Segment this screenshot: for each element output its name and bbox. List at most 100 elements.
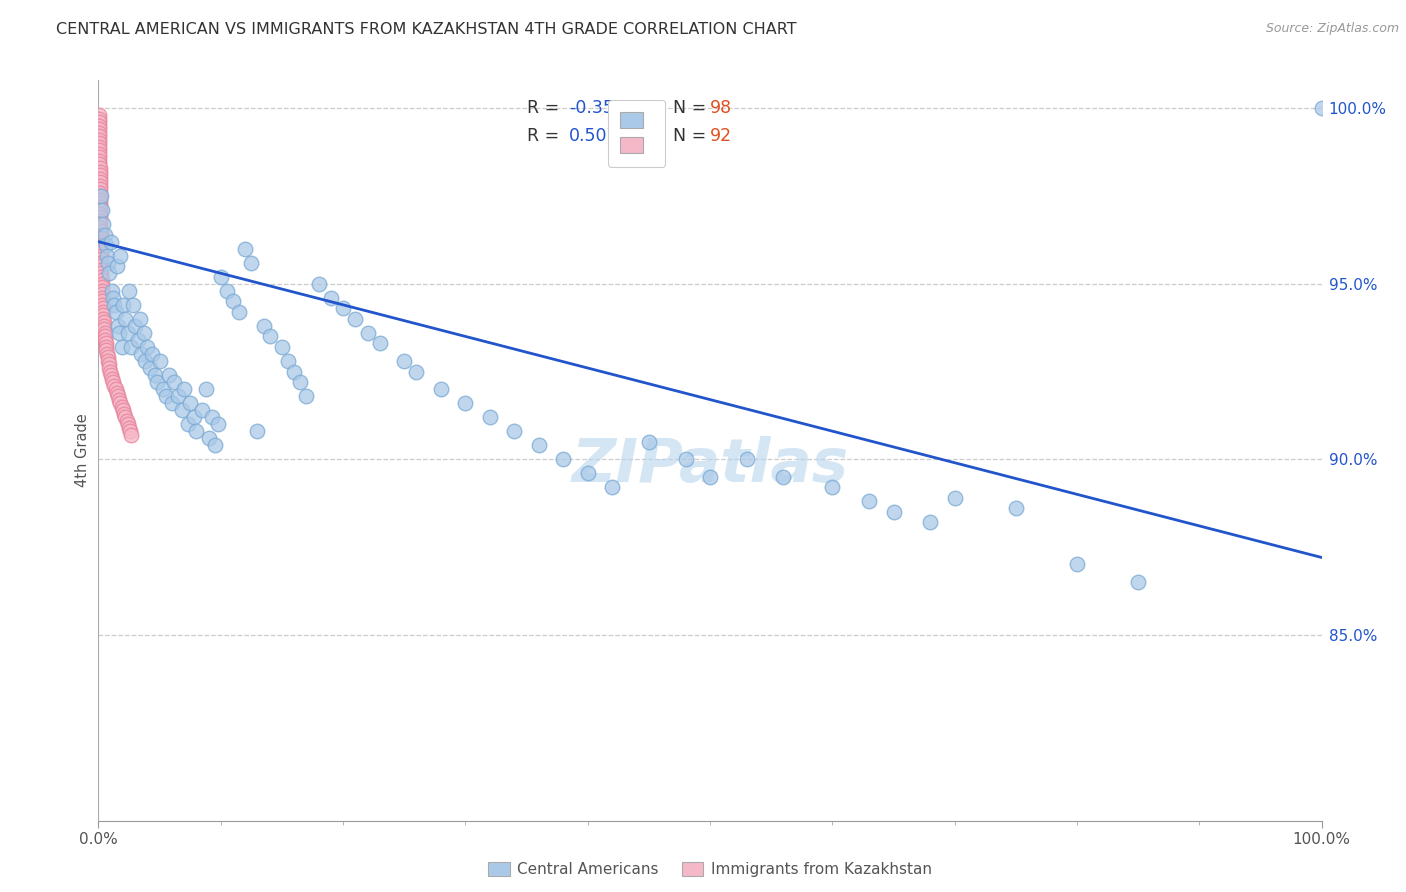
Point: [356, 326, 378, 340]
Point: [167, 389, 190, 403]
Point: [89, 140, 111, 154]
Point: [90, 235, 112, 249]
Point: [332, 301, 354, 316]
Point: [91, 298, 114, 312]
Point: [89, 196, 111, 211]
Point: [186, 424, 208, 438]
Text: 98: 98: [710, 99, 733, 117]
Point: [139, 361, 162, 376]
Point: [107, 389, 129, 403]
Point: [89, 144, 111, 158]
Point: [772, 470, 794, 484]
Point: [90, 249, 112, 263]
Point: [129, 347, 152, 361]
Point: [204, 438, 226, 452]
Point: [943, 491, 966, 505]
Point: [638, 434, 661, 449]
Point: [90, 269, 112, 284]
Point: [91, 305, 114, 319]
Point: [89, 151, 111, 165]
Point: [93, 318, 115, 333]
Point: [98, 361, 121, 376]
Point: [111, 340, 134, 354]
Text: N =: N =: [673, 99, 711, 117]
Point: [191, 403, 214, 417]
Point: [87, 129, 110, 144]
Point: [155, 389, 177, 403]
Point: [94, 329, 117, 343]
Point: [87, 108, 110, 122]
Point: [101, 375, 124, 389]
Point: [160, 396, 183, 410]
Point: [101, 291, 124, 305]
Point: [100, 368, 122, 382]
Point: [89, 164, 111, 178]
Point: [90, 189, 112, 203]
Point: [405, 364, 427, 378]
Point: [97, 256, 120, 270]
Text: ZIPatlas: ZIPatlas: [571, 436, 849, 495]
Point: [177, 417, 200, 431]
Point: [89, 147, 111, 161]
Point: [277, 354, 299, 368]
Point: [129, 311, 152, 326]
Point: [503, 424, 526, 438]
Point: [290, 375, 312, 389]
Point: [96, 347, 118, 361]
Point: [89, 186, 111, 200]
Point: [89, 213, 111, 227]
Point: [527, 438, 550, 452]
Point: [90, 277, 112, 291]
Point: [108, 392, 131, 407]
Point: [233, 242, 256, 256]
Point: [143, 368, 166, 382]
Point: [89, 189, 111, 203]
Point: [90, 256, 112, 270]
Point: [93, 322, 115, 336]
Point: [91, 284, 114, 298]
Point: [98, 266, 121, 280]
Point: [124, 318, 146, 333]
Point: [93, 311, 115, 326]
Text: R =: R =: [526, 127, 564, 145]
Point: [117, 417, 139, 431]
Point: [141, 347, 163, 361]
Point: [94, 336, 117, 351]
Point: [207, 417, 229, 431]
Point: [93, 227, 115, 242]
Legend: Central Americans, Immigrants from Kazakhstan: Central Americans, Immigrants from Kazak…: [482, 855, 938, 883]
Point: [134, 354, 156, 368]
Point: [392, 354, 416, 368]
Point: [120, 340, 142, 354]
Point: [197, 431, 219, 445]
Point: [90, 262, 112, 277]
Point: [89, 217, 111, 231]
Point: [576, 467, 599, 481]
Point: [101, 284, 124, 298]
Point: [91, 301, 114, 316]
Point: [89, 175, 111, 189]
Point: [1128, 575, 1150, 590]
Point: [600, 480, 623, 494]
Point: [104, 382, 127, 396]
Text: -0.351: -0.351: [569, 99, 626, 117]
Point: [89, 203, 111, 218]
Point: [93, 326, 115, 340]
Point: [699, 470, 721, 484]
Point: [89, 178, 111, 193]
Point: [228, 305, 250, 319]
Point: [89, 182, 111, 196]
Point: [675, 452, 697, 467]
Point: [114, 311, 136, 326]
Point: [157, 368, 180, 382]
Point: [112, 407, 135, 421]
Point: [97, 358, 120, 372]
Point: [132, 326, 155, 340]
Point: [735, 452, 758, 467]
Point: [90, 280, 112, 294]
Point: [1066, 558, 1088, 572]
Point: [97, 351, 120, 365]
Point: [152, 382, 174, 396]
Point: [201, 410, 224, 425]
Point: [1310, 101, 1333, 115]
